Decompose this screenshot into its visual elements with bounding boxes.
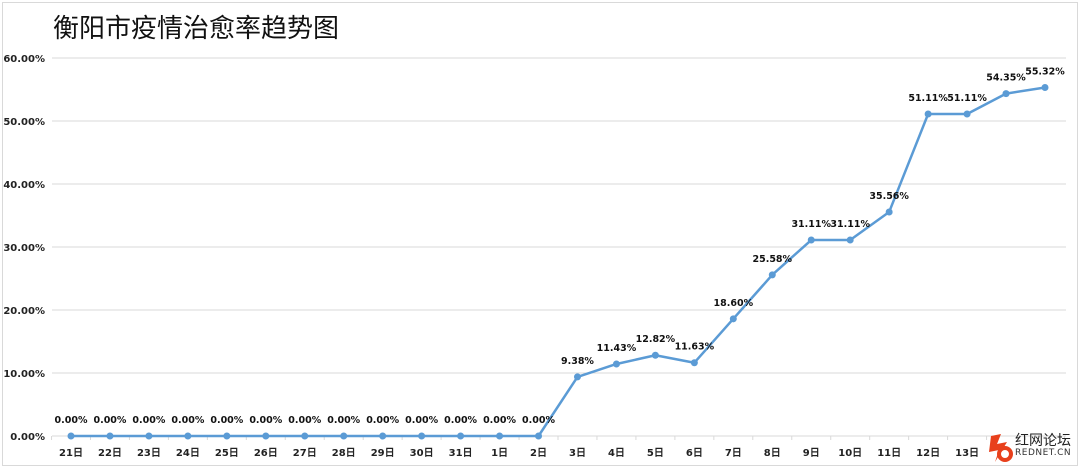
x-tick-label: 25日 bbox=[215, 447, 239, 459]
data-point bbox=[67, 432, 75, 440]
watermark-sub: REDNET.CN bbox=[1015, 448, 1072, 458]
data-point bbox=[1002, 90, 1010, 98]
y-tick-label: 20.00% bbox=[3, 306, 45, 317]
data-label: 0.00% bbox=[366, 415, 399, 426]
data-point bbox=[573, 373, 581, 381]
data-label: 0.00% bbox=[444, 415, 477, 426]
y-tick-label: 40.00% bbox=[3, 180, 45, 191]
data-point bbox=[807, 236, 815, 244]
y-tick-label: 10.00% bbox=[3, 369, 45, 380]
data-point bbox=[418, 432, 426, 440]
chart-title: 衡阳市疫情治愈率趋势图 bbox=[53, 14, 340, 44]
x-tick-label: 10日 bbox=[838, 447, 862, 459]
x-tick-label: 2日 bbox=[530, 447, 547, 459]
x-tick-label: 7日 bbox=[725, 447, 742, 459]
data-label: 0.00% bbox=[132, 415, 165, 426]
x-tick-label: 30日 bbox=[410, 447, 434, 459]
data-label: 0.00% bbox=[55, 415, 88, 426]
data-label: 0.00% bbox=[483, 415, 516, 426]
x-tick-label: 8日 bbox=[764, 447, 781, 459]
data-point bbox=[535, 432, 543, 440]
data-point bbox=[924, 110, 932, 118]
data-label: 12.82% bbox=[636, 334, 676, 345]
x-tick-label: 24日 bbox=[176, 447, 200, 459]
data-label: 0.00% bbox=[249, 415, 282, 426]
x-tick-label: 13日 bbox=[955, 447, 979, 459]
y-tick-label: 30.00% bbox=[3, 243, 45, 254]
data-label: 35.56% bbox=[869, 191, 909, 202]
x-tick-label: 6日 bbox=[686, 447, 703, 459]
y-tick-label: 50.00% bbox=[3, 117, 45, 128]
data-point bbox=[457, 432, 465, 440]
data-point bbox=[729, 315, 737, 323]
x-tick-label: 9日 bbox=[803, 447, 820, 459]
data-point bbox=[963, 110, 971, 118]
x-tick-label: 28日 bbox=[332, 447, 356, 459]
x-tick-label: 31日 bbox=[449, 447, 473, 459]
x-tick-label: 22日 bbox=[98, 447, 122, 459]
watermark-text: 红网论坛 bbox=[1015, 433, 1071, 449]
x-tick-label: 21日 bbox=[59, 447, 83, 459]
data-point bbox=[340, 432, 348, 440]
data-point bbox=[1041, 83, 1049, 91]
watermark: 红网论坛 REDNET.CN bbox=[985, 430, 1080, 468]
data-label: 0.00% bbox=[288, 415, 321, 426]
data-label: 0.00% bbox=[405, 415, 438, 426]
y-tick-label: 0.00% bbox=[10, 432, 45, 443]
data-label: 55.32% bbox=[1025, 66, 1065, 77]
data-label: 51.11% bbox=[947, 93, 987, 104]
x-tick-label: 26日 bbox=[254, 447, 278, 459]
data-point bbox=[301, 432, 309, 440]
data-label: 31.11% bbox=[830, 219, 870, 230]
data-point bbox=[885, 208, 893, 216]
data-label: 0.00% bbox=[327, 415, 360, 426]
data-label: 0.00% bbox=[210, 415, 243, 426]
data-label: 25.58% bbox=[752, 254, 792, 265]
series-line bbox=[71, 86, 1046, 438]
data-label: 0.00% bbox=[93, 415, 126, 426]
rednet-logo-icon bbox=[989, 434, 1013, 462]
data-point bbox=[262, 432, 270, 440]
y-tick-label: 60.00% bbox=[3, 54, 45, 65]
x-tick-label: 3日 bbox=[569, 447, 586, 459]
x-tick-label: 27日 bbox=[293, 447, 317, 459]
data-point bbox=[223, 432, 231, 440]
data-point bbox=[106, 432, 114, 440]
data-label: 11.43% bbox=[597, 343, 637, 354]
data-point bbox=[846, 236, 854, 244]
data-label: 0.00% bbox=[522, 415, 555, 426]
data-point bbox=[145, 432, 153, 440]
data-label: 0.00% bbox=[171, 415, 204, 426]
data-point bbox=[612, 360, 620, 368]
data-label: 11.63% bbox=[675, 342, 715, 353]
data-point bbox=[768, 271, 776, 279]
x-tick-label: 1日 bbox=[491, 447, 508, 459]
data-label: 51.11% bbox=[908, 93, 948, 104]
data-point bbox=[651, 351, 659, 359]
x-tick-label: 29日 bbox=[371, 447, 395, 459]
x-tick-label: 12日 bbox=[916, 447, 940, 459]
data-point bbox=[184, 432, 192, 440]
x-tick-label: 4日 bbox=[608, 447, 625, 459]
data-point bbox=[379, 432, 387, 440]
x-tick-label: 11日 bbox=[877, 447, 901, 459]
x-tick-label: 23日 bbox=[137, 447, 161, 459]
data-label: 18.60% bbox=[714, 298, 754, 309]
data-point bbox=[496, 432, 504, 440]
data-label: 31.11% bbox=[791, 219, 831, 230]
data-point bbox=[690, 359, 698, 367]
data-label: 54.35% bbox=[986, 73, 1026, 84]
data-label: 9.38% bbox=[561, 356, 594, 367]
x-tick-label: 5日 bbox=[647, 447, 664, 459]
